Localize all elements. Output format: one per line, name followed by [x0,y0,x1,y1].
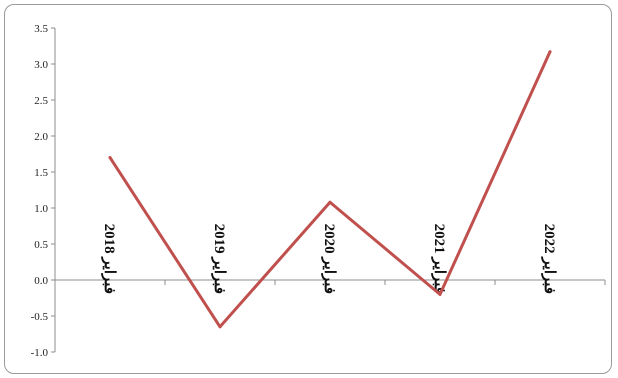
y-tick-label: 3.5 [34,23,48,35]
y-tick-label: 0.0 [34,275,48,287]
data-point [548,50,552,54]
x-tick-label: فبراير 2021 [431,224,447,294]
y-axis-ticks: 3.5 3.0 2.5 2.0 1.5 1.0 0.5 0.0 -0.5 -1.0 [31,23,55,359]
data-points [108,50,552,329]
chart-frame [4,4,612,374]
y-tick-label: 3.0 [34,59,48,71]
data-point [438,292,442,296]
y-tick-label: -1.0 [31,347,49,359]
y-tick-label: 2.0 [34,131,48,143]
x-tick-label: فبراير 2019 [211,224,227,294]
data-point [218,325,222,329]
y-tick-label: 0.5 [34,239,48,251]
y-tick-label: 2.5 [34,95,48,107]
x-tick-label: فبراير 2018 [101,224,117,294]
x-axis-ticks: فبراير 2018 فبراير 2019 فبراير 2020 فبراير … [54,224,606,294]
data-point [328,200,332,204]
x-tick-label: فبراير 2020 [321,224,337,294]
x-tick-label: فبراير 2022 [541,224,557,294]
data-point [108,156,112,160]
y-tick-label: 1.0 [34,203,48,215]
y-tick-label: -0.5 [31,311,49,323]
y-tick-label: 1.5 [34,167,48,179]
